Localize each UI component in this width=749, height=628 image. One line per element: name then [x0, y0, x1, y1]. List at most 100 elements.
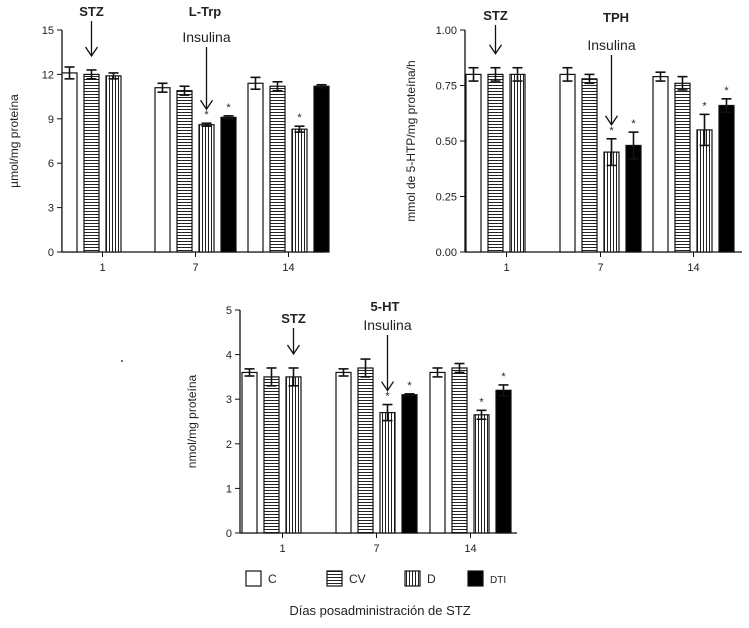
significance-star: *	[297, 112, 302, 124]
bar-dti	[220, 116, 237, 253]
legend-item-cv: CV	[326, 570, 366, 587]
y-axis-label: mmol de 5-HTP/mg proteína/h	[404, 60, 418, 221]
significance-star: *	[407, 380, 412, 392]
y-tick-label: 0.75	[436, 81, 457, 93]
bar-cv	[674, 82, 691, 253]
y-tick-label: 5	[226, 305, 232, 317]
significance-star: *	[724, 85, 729, 97]
x-tick-label: 7	[373, 543, 379, 555]
bar-c	[429, 371, 446, 534]
bar-c	[154, 87, 171, 253]
significance-star: *	[702, 100, 707, 112]
significance-star: *	[631, 118, 636, 130]
stz-annotation: STZ	[281, 311, 306, 326]
chart-panel-2: 0.00 0.25 0.50 0.75 1.00 mmol de 5-HTP/mg pro…	[404, 8, 742, 274]
bar-d	[285, 376, 302, 534]
y-axis-label: µmol/mg proteína	[7, 94, 21, 188]
legend-item-d: D	[404, 570, 436, 587]
bar-c	[247, 82, 264, 253]
bar-c	[559, 73, 576, 253]
legend-label: CV	[349, 572, 366, 586]
y-axis-label: nmol/mg proteína	[185, 374, 199, 468]
insulina-annotation: Insulina	[587, 37, 635, 53]
bar-d	[379, 411, 396, 534]
y-tick-label: 3	[226, 394, 232, 406]
chart-title: TPH	[603, 10, 629, 25]
x-tick-label: 14	[282, 262, 294, 274]
significance-star: *	[479, 396, 484, 408]
bar-cv	[83, 73, 100, 253]
y-tick-label: 6	[48, 158, 54, 170]
x-tick-label: 1	[99, 262, 105, 274]
bar-dti	[401, 394, 418, 534]
legend-swatch	[245, 570, 262, 587]
bar-cv	[269, 85, 286, 253]
insulina-annotation: Insulina	[363, 317, 411, 333]
bar-dti	[313, 85, 330, 253]
legend-swatch	[404, 570, 421, 587]
bar-d	[198, 124, 215, 253]
significance-star: *	[501, 371, 506, 383]
x-axis-label: Días posadministración de STZ	[289, 603, 470, 618]
bar-dti	[495, 389, 512, 534]
bar-d	[105, 75, 122, 253]
y-tick-label: 1.00	[436, 25, 457, 37]
annotation-arrow-head	[286, 344, 301, 356]
legend-label: C	[268, 572, 277, 586]
bar-c	[465, 73, 482, 253]
bar-c	[241, 371, 258, 534]
stray-dot	[121, 360, 123, 362]
x-tick-label: 1	[503, 262, 509, 274]
legend-label: D	[427, 572, 436, 586]
y-tick-label: 4	[226, 350, 232, 362]
bar-cv	[263, 376, 280, 534]
chart-title: 5-HT	[371, 299, 400, 314]
bar-c	[61, 72, 78, 253]
legend-item-dti: DTI	[467, 570, 506, 587]
legend-swatch	[467, 570, 484, 587]
y-tick-label: 0	[48, 247, 54, 259]
significance-star: *	[385, 391, 390, 403]
chart-panel-1: 0 3 6 9 12 15 µmol/mg proteína 1 7 14 * * * STZ Insuli…	[7, 4, 330, 274]
x-tick-label: 7	[597, 262, 603, 274]
y-tick-label: 9	[48, 114, 54, 126]
x-tick-label: 14	[687, 262, 699, 274]
y-tick-label: 12	[42, 69, 54, 81]
legend-item-c: C	[245, 570, 277, 587]
y-tick-label: 0.25	[436, 192, 457, 204]
bar-c	[652, 76, 669, 253]
significance-star: *	[204, 109, 209, 121]
chart-title: L-Trp	[189, 4, 222, 19]
y-tick-label: 0	[226, 528, 232, 540]
insulina-annotation: Insulina	[182, 29, 230, 45]
bar-d	[509, 73, 526, 253]
bar-cv	[581, 78, 598, 253]
y-tick-label: 15	[42, 25, 54, 37]
annotation-arrow-head	[84, 46, 99, 58]
y-tick-label: 1	[226, 483, 232, 495]
bar-d	[473, 414, 490, 534]
y-tick-label: 0.50	[436, 136, 457, 148]
annotation-arrow-head	[199, 99, 214, 111]
stz-annotation: STZ	[79, 4, 104, 19]
legend-swatch	[326, 570, 343, 587]
y-tick-label: 3	[48, 203, 54, 215]
significance-star: *	[226, 102, 231, 114]
x-tick-label: 7	[192, 262, 198, 274]
bar-d	[696, 129, 713, 253]
chart-panel-3: 0 1 2 3 4 5 nmol/mg proteína 1 7 14 * * * * STZ Insulin…	[185, 299, 517, 555]
bar-cv	[487, 73, 504, 253]
bar-cv	[451, 367, 468, 534]
bar-cv	[357, 367, 374, 534]
legend: C CV D DTI	[245, 570, 506, 587]
y-tick-label: 2	[226, 439, 232, 451]
stz-annotation: STZ	[483, 8, 508, 23]
bar-c	[335, 371, 352, 534]
bar-d	[291, 128, 308, 253]
annotation-arrow-head	[604, 115, 619, 126]
bar-cv	[176, 90, 193, 253]
bar-dti	[718, 104, 735, 253]
bar-dti	[625, 144, 642, 253]
annotation-arrow-head	[380, 381, 395, 392]
